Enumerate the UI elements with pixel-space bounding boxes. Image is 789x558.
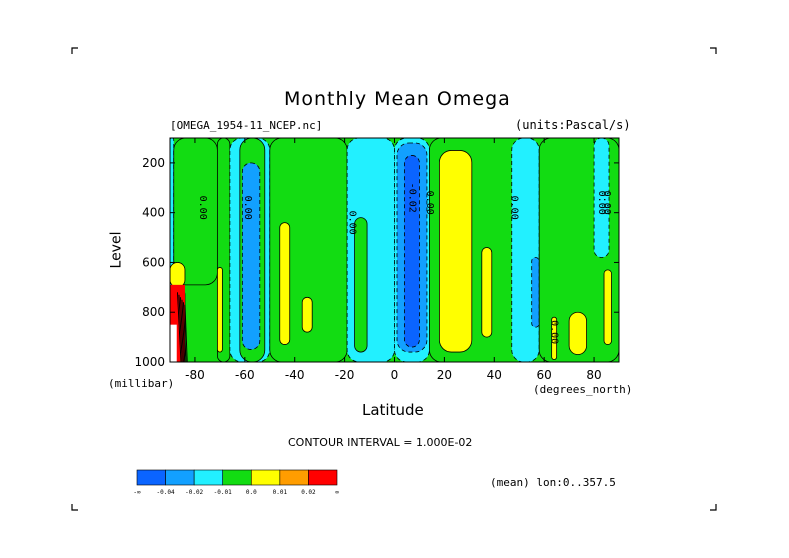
- contour-region-26: [593, 138, 610, 258]
- colorbar-swatch-5: [279, 469, 309, 486]
- red-cell-contour-1: [178, 294, 183, 362]
- y-tick-label-4: 1000: [134, 355, 165, 369]
- contour-region-18: [438, 150, 473, 353]
- red-cell-contour-5: [184, 304, 188, 362]
- contour-region-5: [216, 267, 223, 353]
- contour-region-23: [551, 316, 558, 360]
- colorbar-label-2: -0.01: [214, 489, 232, 496]
- x-tick-label-6: 40: [487, 368, 502, 382]
- contour-fills: [170, 138, 619, 362]
- contour-label-8: 0.00: [549, 320, 560, 344]
- contour-region-11: [301, 296, 313, 333]
- corner-mark-2: [71, 504, 78, 511]
- contour-region-24: [568, 311, 587, 355]
- plot-area: 0.00 0.000.00-0.02 0.00 0.00 0.000.000.00-80…: [134, 137, 620, 382]
- colorbar-swatch-4: [250, 469, 281, 486]
- colorbar-label-3: 0.0: [246, 489, 257, 496]
- y-axis-label: Level: [108, 231, 125, 269]
- y-tick-label-1: 400: [142, 206, 165, 220]
- contour-label-7: 0.00: [601, 191, 612, 215]
- corner-mark-3: [710, 504, 717, 511]
- contour-label-5: 0.00: [509, 196, 520, 220]
- red-cell-contour-2: [179, 297, 184, 362]
- contour-region-10: [279, 222, 291, 345]
- corner-mark-1: [710, 47, 717, 54]
- y-axis-units: (millibar): [108, 377, 175, 390]
- colorbar-swatch-6: [308, 469, 338, 486]
- contour-region-13: [354, 217, 368, 353]
- colorbar-label-4: 0.01: [273, 489, 288, 496]
- contour-label-4: 0.00: [424, 191, 435, 215]
- contour-region-25: [603, 269, 612, 345]
- x-tick-label-1: -60: [235, 368, 255, 382]
- y-tick-label-0: 200: [142, 156, 165, 170]
- x-tick-label-7: 60: [537, 368, 552, 382]
- colorbar: -0.04 -0.02 -0.01 0.0 0.01 0.02 -∞ ∞: [133, 469, 339, 496]
- contour-region-8: [241, 162, 261, 350]
- colorbar-swatch-0: [136, 469, 166, 486]
- colorbar-label-0: -0.04: [157, 489, 175, 496]
- contour-region-20: [511, 138, 540, 362]
- contour-region-19: [481, 247, 493, 338]
- x-axis-units: (degrees_north): [533, 383, 633, 396]
- contour-label-0: 0.00: [197, 196, 208, 220]
- contour-region-2: [170, 262, 186, 288]
- x-tick-label-2: -40: [285, 368, 305, 382]
- x-tick-label-8: 80: [586, 368, 601, 382]
- corner-mark-0: [71, 47, 78, 54]
- mean-text: (mean) lon:0..357.5: [490, 476, 616, 489]
- x-tick-label-3: -20: [335, 368, 355, 382]
- x-tick-label-0: -80: [185, 368, 205, 382]
- red-cell-contour-0: [176, 292, 182, 362]
- colorbar-swatch-1: [165, 469, 195, 486]
- colorbar-swatch-2: [193, 469, 224, 486]
- contour-label-3: -0.02: [406, 183, 417, 213]
- colorbar-swatch-3: [222, 469, 252, 486]
- contour-interval-text: CONTOUR INTERVAL = 1.000E-02: [288, 436, 473, 449]
- units-label: (units:Pascal/s): [515, 118, 631, 132]
- contour-region-21: [531, 257, 540, 328]
- x-tick-label-5: 20: [437, 368, 452, 382]
- red-cell-contour-3: [181, 299, 186, 362]
- colorbar-end-label-0: -∞: [133, 489, 141, 496]
- y-tick-label-2: 600: [142, 255, 165, 269]
- contour-label-2: 0.00: [347, 211, 358, 235]
- missing-data-patch: [170, 324, 177, 362]
- chart-title: Monthly Mean Omega: [284, 88, 511, 110]
- y-tick-label-3: 800: [142, 305, 165, 319]
- contour-label-6: 0.00: [596, 191, 607, 215]
- corner-marks: [71, 47, 717, 511]
- red-cell-contour-4: [182, 302, 187, 362]
- x-axis-label: Latitude: [362, 401, 424, 419]
- colorbar-end-label-1: ∞: [335, 489, 339, 496]
- x-tick-label-4: 0: [391, 368, 399, 382]
- contour-region-16: [404, 155, 420, 348]
- colorbar-label-1: -0.02: [185, 489, 203, 496]
- colorbar-label-5: 0.02: [301, 489, 316, 496]
- file-label: [OMEGA_1954-11_NCEP.nc]: [170, 119, 323, 132]
- contour-label-1: 0.00: [242, 196, 253, 220]
